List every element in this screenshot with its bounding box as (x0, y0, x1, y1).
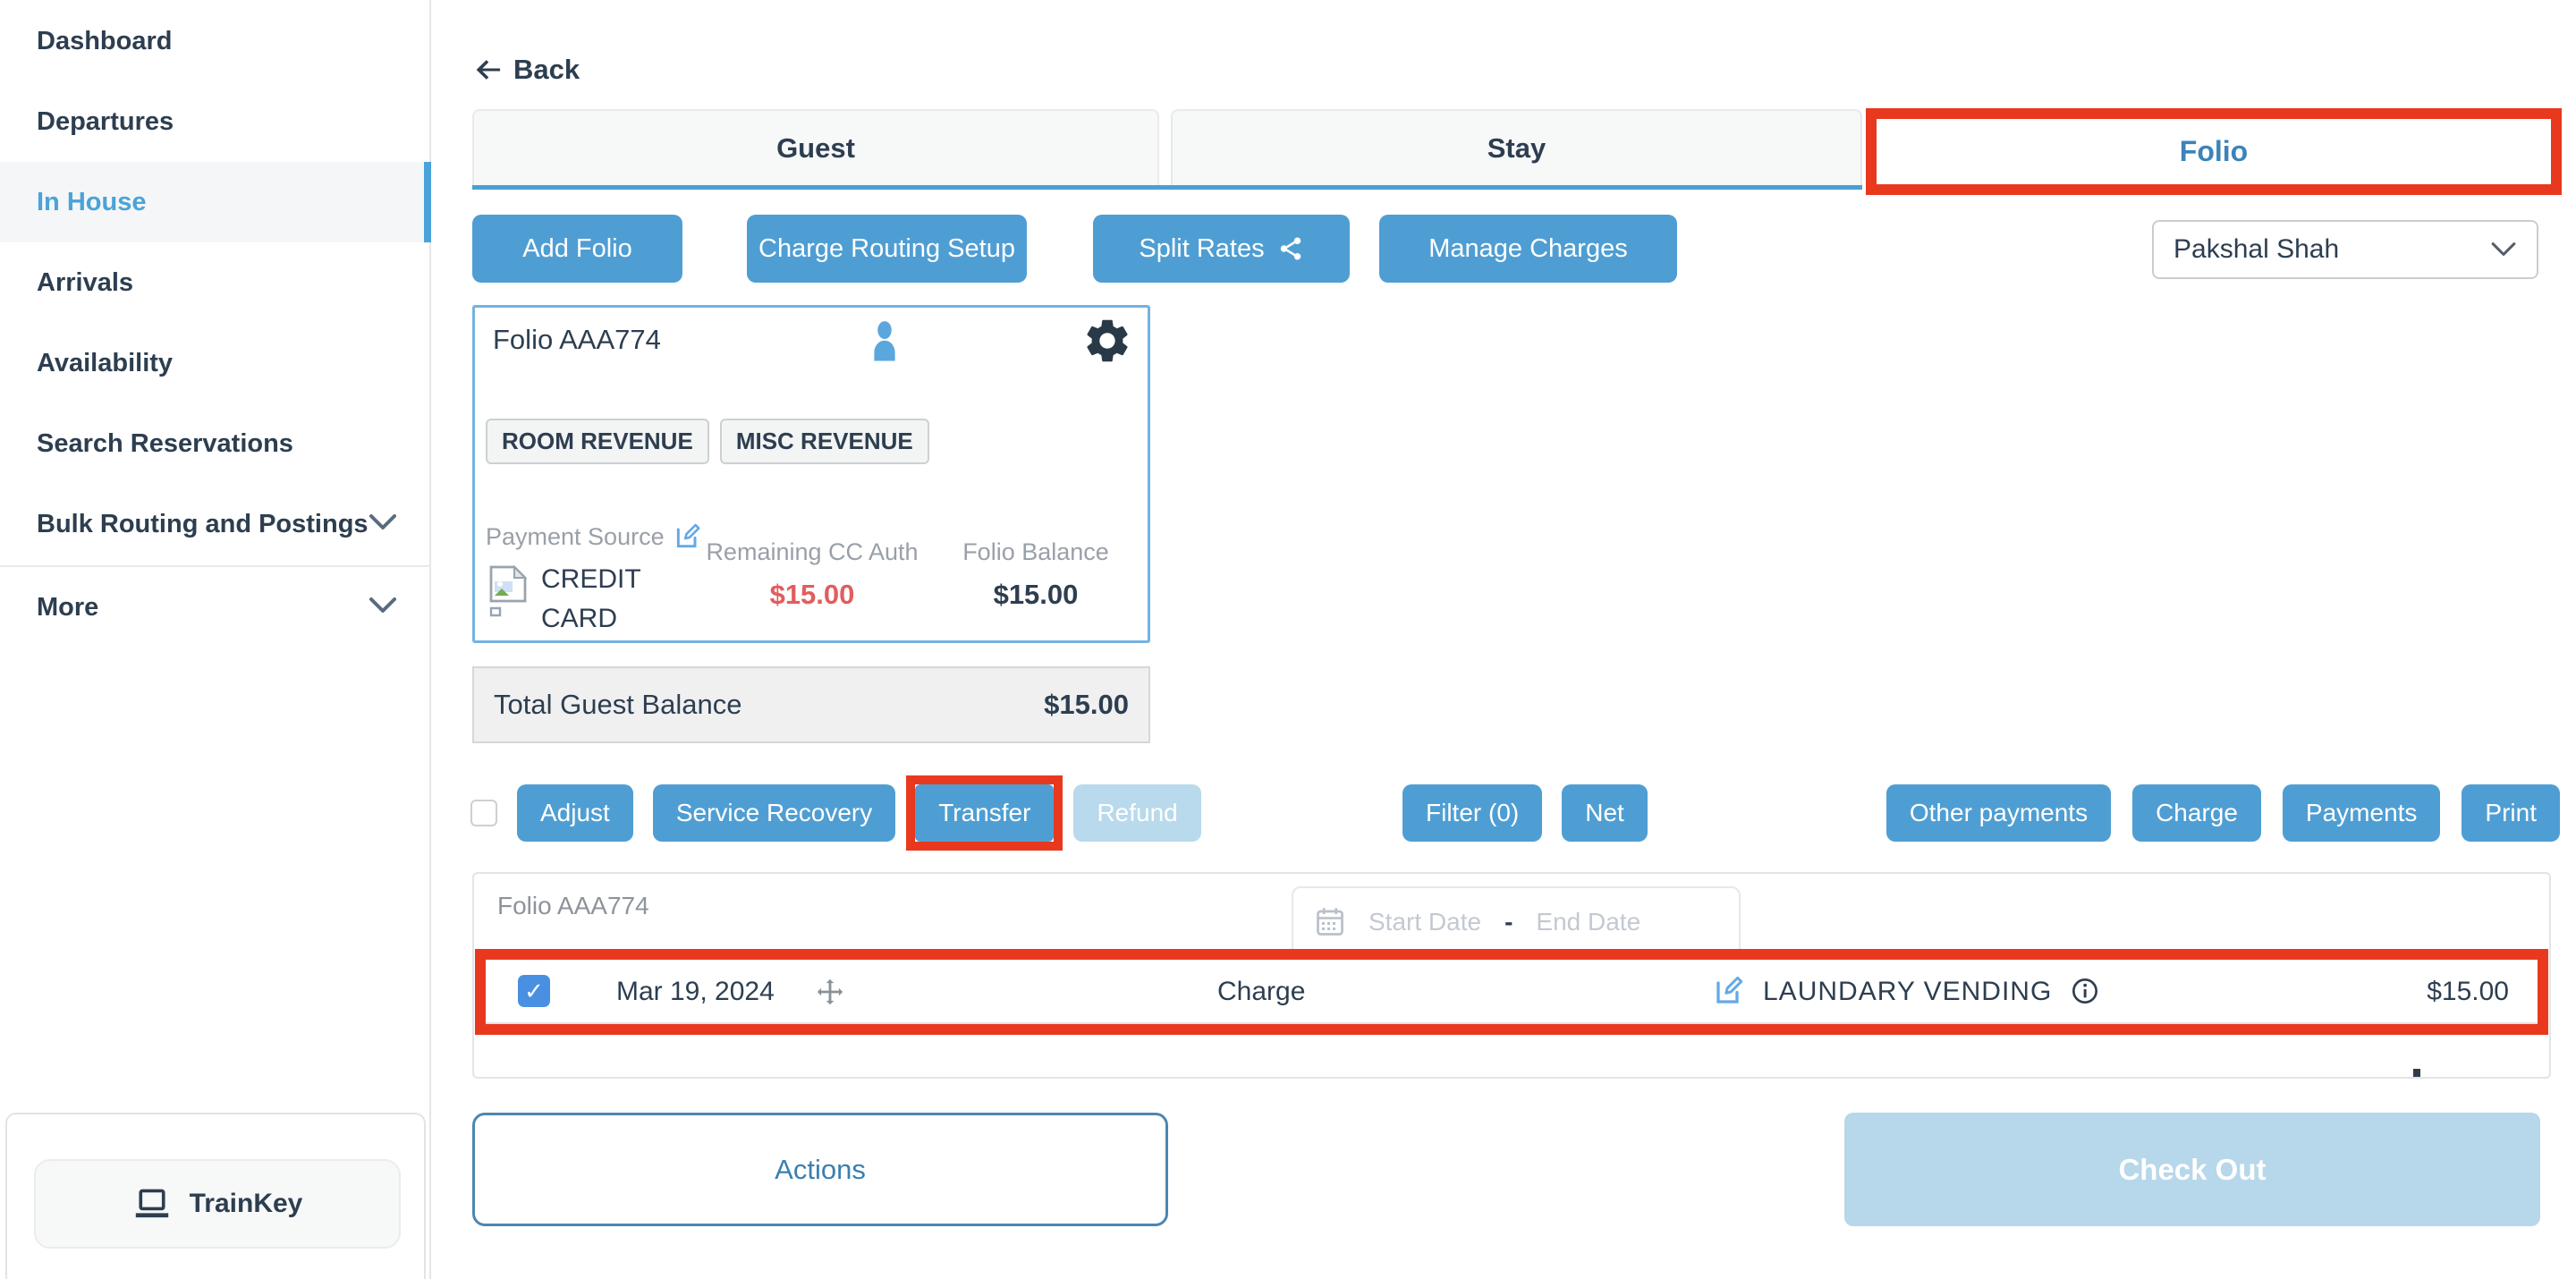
add-folio-button[interactable]: Add Folio (472, 215, 682, 283)
sidebar-item-availability[interactable]: Availability (37, 349, 174, 377)
folio-card-title: Folio AAA774 (493, 324, 661, 355)
payment-method-value: CREDIT CARD (541, 564, 641, 633)
print-button[interactable]: Print (2462, 784, 2560, 842)
remaining-cc-auth-label: Remaining CC Auth (706, 538, 919, 565)
net-button[interactable]: Net (1562, 784, 1648, 842)
payment-source-label: Payment Source (486, 522, 702, 551)
payment-actions-group: Other payments Charge Payments Print (1885, 784, 2560, 842)
edit-icon[interactable] (674, 522, 702, 551)
trainkey-label: TrainKey (189, 1189, 303, 1218)
sidebar-item-in-house[interactable]: In House (0, 162, 431, 242)
tab-stay[interactable]: Stay (1171, 109, 1862, 185)
sidebar-item-departures[interactable]: Departures (37, 107, 174, 136)
total-guest-balance-bar: Total Guest Balance $15.00 (472, 666, 1150, 743)
back-arrow-icon (472, 55, 504, 84)
guest-person-icon[interactable] (861, 317, 908, 367)
sidebar-item-bulk-routing[interactable]: Bulk Routing and Postings (0, 484, 431, 564)
select-all-checkbox[interactable] (470, 800, 497, 826)
sidebar-item-search-reservations[interactable]: Search Reservations (37, 429, 293, 458)
sidebar-item-label: Bulk Routing and Postings (37, 510, 369, 538)
laptop-icon (132, 1186, 172, 1222)
tab-guest[interactable]: Guest (472, 109, 1159, 185)
edit-icon[interactable] (1713, 975, 1745, 1007)
folio-balance-label: Folio Balance (962, 538, 1109, 565)
row-amount: $15.00 (2427, 977, 2509, 1006)
total-guest-balance-value: $15.00 (1044, 689, 1129, 720)
revenue-tags: ROOM REVENUE MISC REVENUE (486, 419, 929, 464)
refund-button[interactable]: Refund (1073, 784, 1201, 842)
guest-selector-dropdown[interactable]: Pakshal Shah (2152, 220, 2538, 279)
stray-text-artifact (2413, 1069, 2420, 1077)
service-recovery-button[interactable]: Service Recovery (652, 784, 896, 842)
chevron-down-icon (2490, 241, 2517, 258)
payment-source-text: Payment Source (486, 522, 665, 550)
row-description: LAUNDARY VENDING (1763, 977, 2053, 1006)
sidebar-item-more[interactable]: More (0, 565, 431, 646)
back-label: Back (513, 54, 580, 85)
folio-charges-panel: Folio AAA774 Start Date - End Date ✓ Mar… (472, 872, 2551, 1079)
split-rates-button[interactable]: Split Rates (1093, 215, 1350, 283)
folio-balance-value: $15.00 (993, 579, 1079, 610)
end-date-placeholder[interactable]: End Date (1536, 908, 1641, 936)
row-type: Charge (1217, 977, 1306, 1006)
calendar-icon (1315, 906, 1345, 938)
trainkey-panel: TrainKey (5, 1113, 426, 1279)
total-guest-balance-label: Total Guest Balance (494, 689, 742, 720)
remaining-cc-auth: Remaining CC Auth $15.00 (687, 538, 937, 611)
charge-actions-group: Adjust Service Recovery Transfer Refund (470, 775, 1201, 851)
payments-button[interactable]: Payments (2282, 784, 2441, 842)
manage-charges-button[interactable]: Manage Charges (1379, 215, 1677, 283)
share-icon (1277, 235, 1304, 262)
actions-button[interactable]: Actions (472, 1113, 1168, 1226)
transfer-button[interactable]: Transfer (915, 784, 1055, 842)
folio-balance: Folio Balance $15.00 (924, 538, 1148, 611)
back-button[interactable]: Back (472, 54, 580, 86)
filter-group: Filter (0) Net (1402, 784, 1648, 842)
sidebar-item-dashboard[interactable]: Dashboard (37, 27, 173, 55)
date-separator: - (1504, 908, 1513, 936)
annotation-box-charge-row: ✓ Mar 19, 2024 Charge LAUNDARY VENDING (475, 949, 2548, 1035)
filter-button[interactable]: Filter (0) (1402, 784, 1543, 842)
trainkey-button[interactable]: TrainKey (34, 1159, 401, 1249)
guest-selector-value: Pakshal Shah (2174, 234, 2340, 264)
remaining-cc-auth-value: $15.00 (769, 579, 855, 610)
info-icon[interactable] (2071, 977, 2099, 1005)
chevron-down-icon (369, 512, 397, 532)
date-range-input[interactable]: Start Date - End Date (1292, 886, 1741, 958)
sidebar-item-arrivals[interactable]: Arrivals (37, 268, 134, 297)
chevron-down-icon (369, 596, 397, 615)
check-out-button[interactable]: Check Out (1844, 1113, 2540, 1226)
charge-button[interactable]: Charge (2132, 784, 2261, 842)
tab-folio annotation-box[interactable]: Folio (1866, 108, 2562, 195)
row-checkbox[interactable]: ✓ (518, 975, 550, 1007)
sidebar: Dashboard Departures In House Arrivals A… (0, 0, 431, 1279)
charge-routing-setup-button[interactable]: Charge Routing Setup (747, 215, 1027, 283)
gear-icon[interactable] (1081, 315, 1133, 367)
broken-image-icon (487, 565, 529, 617)
panel-title: Folio AAA774 (497, 892, 649, 919)
tab-active-underline (472, 185, 1862, 190)
folio-card: Folio AAA774 ROOM REVENUE MISC REVENUE P… (472, 305, 1150, 643)
other-payments-button[interactable]: Other payments (1885, 784, 2112, 842)
adjust-button[interactable]: Adjust (517, 784, 633, 842)
sidebar-item-label: More (37, 593, 99, 622)
annotation-box-transfer: Transfer (906, 775, 1063, 851)
start-date-placeholder[interactable]: Start Date (1368, 908, 1482, 936)
tag-misc-revenue: MISC REVENUE (719, 419, 929, 464)
tag-room-revenue: ROOM REVENUE (486, 419, 709, 464)
row-date: Mar 19, 2024 (616, 977, 775, 1006)
charge-table-row[interactable]: ✓ Mar 19, 2024 Charge LAUNDARY VENDING (486, 960, 2538, 1024)
split-rates-label: Split Rates (1139, 233, 1265, 263)
move-icon[interactable] (815, 977, 845, 1007)
